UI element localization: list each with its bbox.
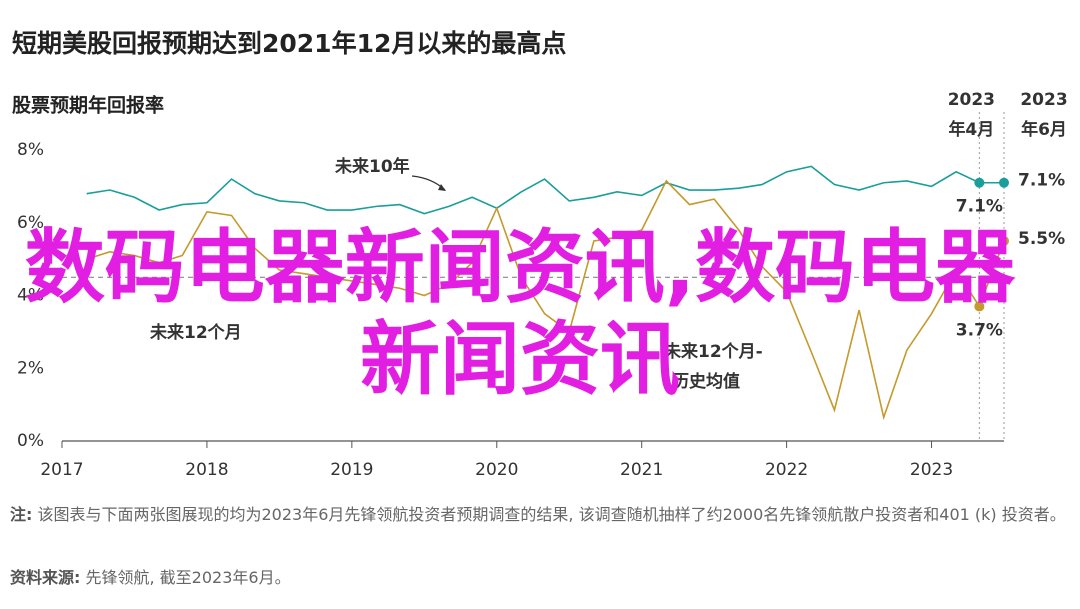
y-tick-label: 0% bbox=[17, 431, 44, 451]
subtitle: 股票预期年回报率 bbox=[12, 94, 164, 117]
x-tick-label: 2017 bbox=[40, 460, 83, 480]
x-tick-label: 2019 bbox=[330, 460, 373, 480]
series-line bbox=[86, 179, 1005, 421]
point bbox=[974, 177, 985, 188]
source: 资料来源: 先锋领航, 截至2023年6月。 bbox=[10, 566, 1070, 590]
y-tick-label: 4% bbox=[17, 286, 44, 306]
point bbox=[999, 177, 1009, 188]
x-tick-label: 2023 bbox=[910, 460, 953, 480]
point bbox=[974, 301, 985, 312]
source-label: 资料来源: bbox=[10, 568, 81, 587]
annotation: 历史均值 bbox=[672, 371, 740, 392]
x-tick-label: 2020 bbox=[475, 460, 518, 480]
chart-title: 短期美股回报预期达到2021年12月以来的最高点 bbox=[12, 29, 566, 58]
arrow-head bbox=[438, 184, 446, 191]
series-line bbox=[86, 165, 1004, 215]
annotation: 未来12个月- bbox=[663, 341, 763, 362]
value-label: 7.1% bbox=[1018, 171, 1065, 191]
note-text: 该图表与下面两张图展现的均为2023年6月先锋领航投资者预期调查的结果, 该调查… bbox=[37, 505, 1066, 524]
note: 注: 该图表与下面两张图展现的均为2023年6月先锋领航投资者预期调查的结果, … bbox=[10, 503, 1070, 527]
x-tick-label: 2022 bbox=[765, 460, 808, 480]
marker-month: 年4月 bbox=[948, 119, 994, 140]
marker-month: 年6月 bbox=[1021, 119, 1067, 140]
marker-year: 2023 bbox=[1020, 90, 1067, 110]
value-label: 7.1% bbox=[956, 197, 1003, 217]
y-tick-label: 6% bbox=[17, 213, 44, 233]
annotation: 未来12个月 bbox=[149, 322, 242, 343]
value-label: 3.7% bbox=[956, 320, 1003, 340]
point bbox=[999, 235, 1009, 246]
x-tick-label: 2021 bbox=[620, 460, 663, 480]
note-label: 注: bbox=[10, 505, 33, 524]
y-tick-label: 8% bbox=[17, 140, 44, 160]
source-text: 先锋领航, 截至2023年6月。 bbox=[85, 568, 291, 587]
x-tick-label: 2018 bbox=[185, 460, 228, 480]
y-tick-label: 2% bbox=[17, 358, 44, 378]
annotation: 未来10年 bbox=[334, 156, 410, 177]
watermark: 数码电器新闻资讯,数码电器新闻资讯 bbox=[24, 221, 1016, 406]
value-label: 5.5% bbox=[1018, 229, 1065, 249]
marker-year: 2023 bbox=[948, 90, 995, 110]
